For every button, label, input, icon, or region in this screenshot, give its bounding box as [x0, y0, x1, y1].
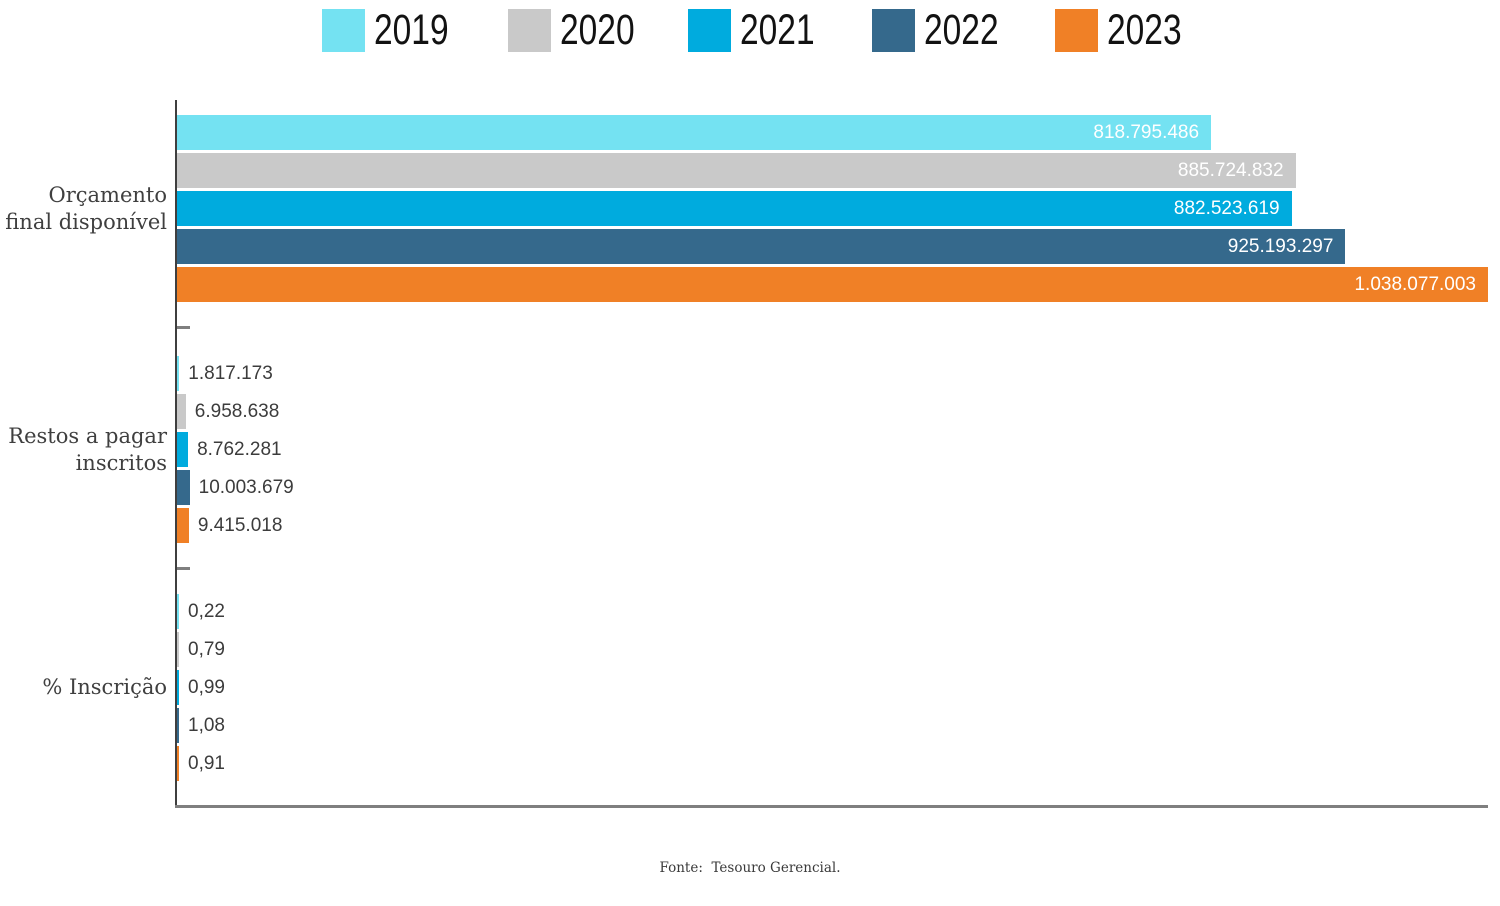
- bar-2020: [177, 632, 179, 667]
- legend-label: 2023: [1107, 5, 1182, 54]
- bar-value-label: 6.958.638: [194, 401, 280, 422]
- bar-2021: 882.523.619: [177, 191, 1292, 226]
- bar-2022: 925.193.297: [177, 229, 1346, 264]
- category-label-line: inscritos: [75, 450, 167, 475]
- source-note: Fonte: Tesouro Gerencial.: [659, 860, 841, 876]
- legend-label: 2019: [374, 5, 449, 54]
- bar-2023: [177, 508, 189, 543]
- axis-tick: [177, 326, 190, 329]
- bar-value-label: 0,99: [188, 677, 225, 698]
- category-label: Restos a pagar inscritos: [0, 423, 167, 477]
- x-axis-line: [175, 805, 1488, 808]
- legend-swatch-2021: [688, 8, 731, 52]
- y-axis-line: [175, 100, 177, 806]
- bar-2020: 885.724.832: [177, 153, 1296, 188]
- bar-2022: [177, 470, 190, 505]
- legend-label: 2022: [924, 5, 999, 54]
- legend-swatch-2023: [1055, 8, 1098, 52]
- bar-value-label: 0,22: [188, 601, 225, 622]
- legend: 2019 2020 2021 2022 2023: [0, 0, 1500, 62]
- bar-2019: 818.795.486: [177, 115, 1212, 150]
- bar-value-label: 0,79: [188, 639, 225, 660]
- category-label-line: Restos a pagar: [8, 423, 167, 448]
- legend-swatch-2019: [322, 8, 365, 52]
- bar-value-label: 1.817.173: [188, 363, 273, 384]
- legend-item-2021: 2021: [688, 5, 836, 54]
- legend-item-2022: 2022: [872, 5, 1020, 54]
- legend-item-2020: 2020: [508, 5, 656, 54]
- legend-swatch-2022: [872, 8, 915, 52]
- bar-value-label: 8.762.281: [197, 439, 282, 460]
- legend-swatch-2020: [508, 8, 551, 52]
- legend-label: 2020: [560, 5, 635, 54]
- bar-value-label: 882.523.619: [1173, 198, 1280, 219]
- bar-value-label: 925.193.297: [1227, 236, 1334, 257]
- bar-value-label: 10.003.679: [198, 477, 294, 498]
- category-label-line: final disponível: [5, 209, 167, 234]
- bar-2023: [177, 746, 179, 781]
- legend-item-2019: 2019: [322, 5, 470, 54]
- bar-value-label: 1,08: [188, 715, 225, 736]
- bar-value-label: 885.724.832: [1177, 160, 1284, 181]
- bar-value-label: 818.795.486: [1093, 122, 1200, 143]
- category-label-line: Orçamento: [48, 182, 167, 207]
- bar-2021: [177, 670, 179, 705]
- bar-2021: [177, 432, 189, 467]
- bar-2023: 1.038.077.003: [177, 267, 1488, 302]
- bar-2020: [177, 394, 186, 429]
- legend-label: 2021: [740, 5, 815, 54]
- bar-2019: [177, 594, 179, 629]
- bar-2019: [177, 356, 180, 391]
- bar-value-label: 0,91: [188, 753, 225, 774]
- category-label: % Inscrição: [0, 674, 167, 701]
- category-label-line: % Inscrição: [42, 675, 167, 699]
- axis-tick: [177, 567, 190, 570]
- bar-value-label: 1.038.077.003: [1354, 274, 1476, 295]
- bar-2022: [177, 708, 179, 743]
- bar-value-label: 9.415.018: [197, 515, 283, 536]
- category-label: Orçamento final disponível: [0, 182, 167, 236]
- legend-item-2023: 2023: [1055, 5, 1203, 54]
